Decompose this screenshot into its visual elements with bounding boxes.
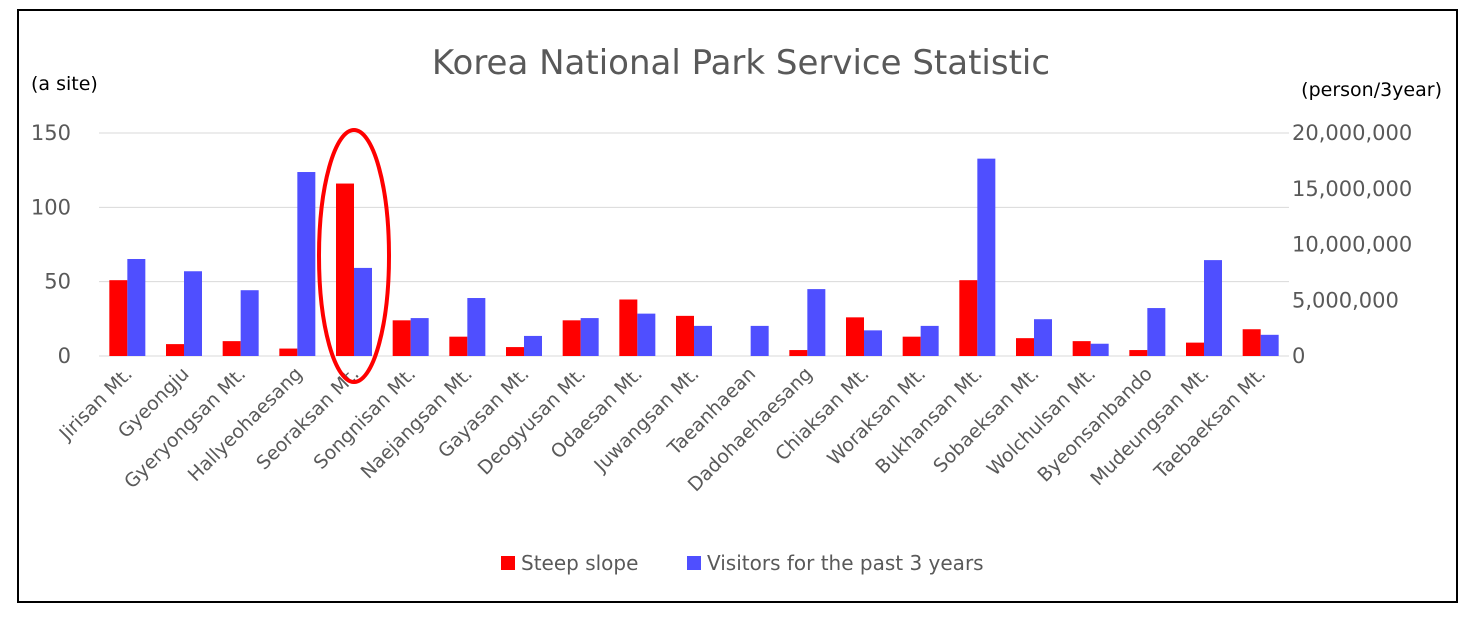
right-tick-label: 0 [1292,344,1305,368]
steep-slope-bar [506,347,524,356]
steep-slope-bar [789,350,808,356]
steep-slope-bar [222,341,241,356]
visitors-bar [1034,319,1052,356]
visitors-bar [920,325,939,356]
highlight-ellipse [317,128,391,384]
visitors-bar [410,318,429,356]
steep-slope-bar [619,299,638,356]
left-tick-label: 50 [44,270,71,294]
visitors-bar [467,298,486,356]
right-tick-label: 15,000,000 [1292,177,1412,201]
left-axis-unit: (a site) [31,73,98,95]
visitors-bar [524,335,542,356]
legend-label-visitors: Visitors for the past 3 years [707,551,984,575]
visitors-bar [127,258,146,356]
visitors-bar [297,172,316,356]
visitors-bar [977,158,996,356]
right-tick-label: 10,000,000 [1292,233,1412,257]
category-label: Woraksan Mt. [823,363,930,470]
steep-slope-bar [562,320,581,356]
visitors-bar [354,267,372,356]
category-label: Songnisan Mt. [309,363,420,474]
steep-slope-bar [846,317,864,356]
visitors-bar [1260,334,1279,356]
visitors-bar [184,271,202,356]
visitors-bar [1147,308,1166,356]
steep-slope-bar [392,320,411,356]
steep-slope-bar [166,344,184,356]
visitors-bar [864,330,882,356]
chart-title: Korea National Park Service Statistic [432,43,1050,83]
left-tick-label: 150 [31,121,71,145]
left-tick-label: 0 [58,344,71,368]
right-axis-unit: (person/3year) [1301,79,1442,101]
legend: Steep slope Visitors for the past 3 years [501,551,984,575]
visitors-bar [240,290,259,356]
steep-slope-bar [1129,350,1148,356]
steep-slope-bar [449,336,468,356]
steep-slope-bar [1186,342,1204,356]
chart-svg: Korea National Park Service Statistic (a… [31,43,1442,575]
left-axis-ticks: 0 50 100 150 [31,121,71,368]
steep-slope-bar [109,280,128,356]
annotations [317,128,391,384]
right-tick-label: 5,000,000 [1292,288,1399,312]
right-axis-ticks: 0 5,000,000 10,000,000 15,000,000 20,000,000 [1292,121,1412,368]
visitors-bar [580,318,599,356]
steep-slope-bar [902,336,921,356]
visitors-bar [750,325,769,356]
legend-swatch-visitors [687,556,701,570]
legend-label-steep-slope: Steep slope [521,551,638,575]
steep-slope-bar [1016,338,1034,356]
visitors-bar [1204,260,1222,356]
visitors-bar [807,289,826,356]
steep-slope-bar [959,280,978,356]
steep-slope-bar [676,315,694,356]
steep-slope-bar [1242,329,1261,356]
visitors-bar [1090,343,1109,356]
left-tick-label: 100 [31,195,71,219]
bars [109,158,1279,356]
legend-swatch-steep-slope [501,556,515,570]
steep-slope-bar [279,348,298,356]
steep-slope-bar [336,183,354,356]
visitors-bar [694,325,712,356]
steep-slope-bar [1072,341,1091,356]
right-tick-label: 20,000,000 [1292,121,1412,145]
chart-frame: Korea National Park Service Statistic (a… [17,9,1458,603]
visitors-bar [637,313,656,356]
